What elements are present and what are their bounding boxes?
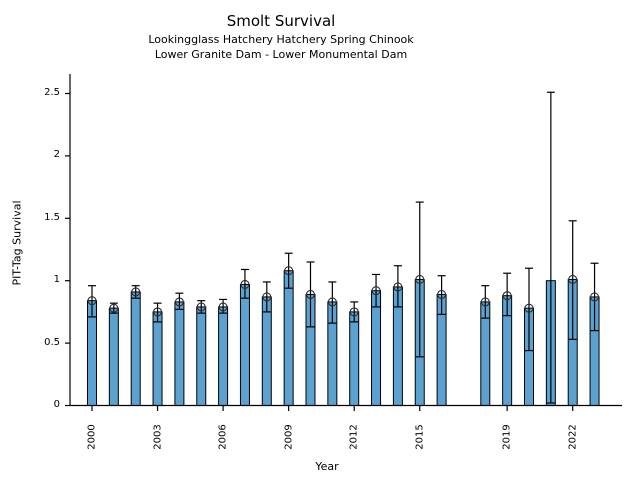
bar-2009 [283, 270, 294, 406]
bar-2008 [261, 296, 272, 407]
marker-2016 [437, 289, 447, 299]
y-tick-label-1.5: 1.5 [44, 211, 60, 223]
bar-2012 [349, 311, 360, 406]
marker-2014 [393, 282, 403, 292]
x-tick-label-2003: 2003 [152, 424, 164, 450]
marker-2000 [87, 296, 97, 306]
marker-2018 [480, 297, 490, 307]
x-tick-label-2000: 2000 [86, 424, 98, 450]
y-tick-label-2.5: 2.5 [44, 87, 60, 98]
marker-2015 [415, 274, 425, 285]
marker-2019 [502, 291, 512, 301]
marker-2006 [218, 302, 228, 312]
x-tick-label-2015: 2015 [414, 424, 426, 450]
y-tick-label-2: 2 [53, 149, 60, 161]
marker-2020 [524, 303, 534, 313]
bar-2007 [239, 283, 250, 406]
marker-2009 [284, 266, 294, 276]
y-tick-label-1: 1 [53, 274, 60, 286]
marker-2005 [196, 302, 206, 312]
chart-subtitle-1: Lookingglass Hatchery Hatchery Spring Ch… [148, 33, 414, 46]
x-axis-label: Year [315, 460, 339, 473]
bar-2002 [130, 291, 141, 407]
chart-title: Smolt Survival [226, 12, 336, 30]
marker-2003 [153, 307, 163, 317]
marker-2002 [131, 287, 141, 297]
marker-2010 [305, 289, 316, 299]
y-axis-label: PIT-Tag Survival [10, 200, 24, 286]
y-tick-label-0: 0 [53, 399, 60, 410]
x-tick-label-2019: 2019 [501, 424, 513, 450]
bar-2003 [152, 311, 163, 406]
chart-subtitle-2: Lower Granite Dam - Lower Monumental Dam [154, 48, 408, 61]
x-tick-label-2006: 2006 [217, 424, 229, 450]
marker-2011 [327, 297, 337, 307]
marker-2022 [568, 274, 578, 285]
bar-2013 [371, 290, 382, 406]
y-tick-label-0.5: 0.5 [44, 336, 60, 348]
bar-2001 [108, 307, 119, 407]
x-tick-label-2022: 2022 [567, 424, 579, 450]
marker-2007 [240, 279, 250, 289]
marker-2004 [174, 297, 184, 307]
bar-2006 [218, 306, 229, 406]
marker-2001 [109, 303, 119, 313]
x-tick-label-2012: 2012 [348, 424, 360, 450]
marker-2023 [589, 292, 600, 302]
bar-2004 [174, 301, 185, 406]
marker-2012 [349, 307, 359, 317]
marker-2013 [371, 286, 381, 296]
marker-2008 [262, 292, 272, 302]
bar-2005 [196, 306, 207, 406]
x-tick-label-2009: 2009 [283, 424, 295, 450]
